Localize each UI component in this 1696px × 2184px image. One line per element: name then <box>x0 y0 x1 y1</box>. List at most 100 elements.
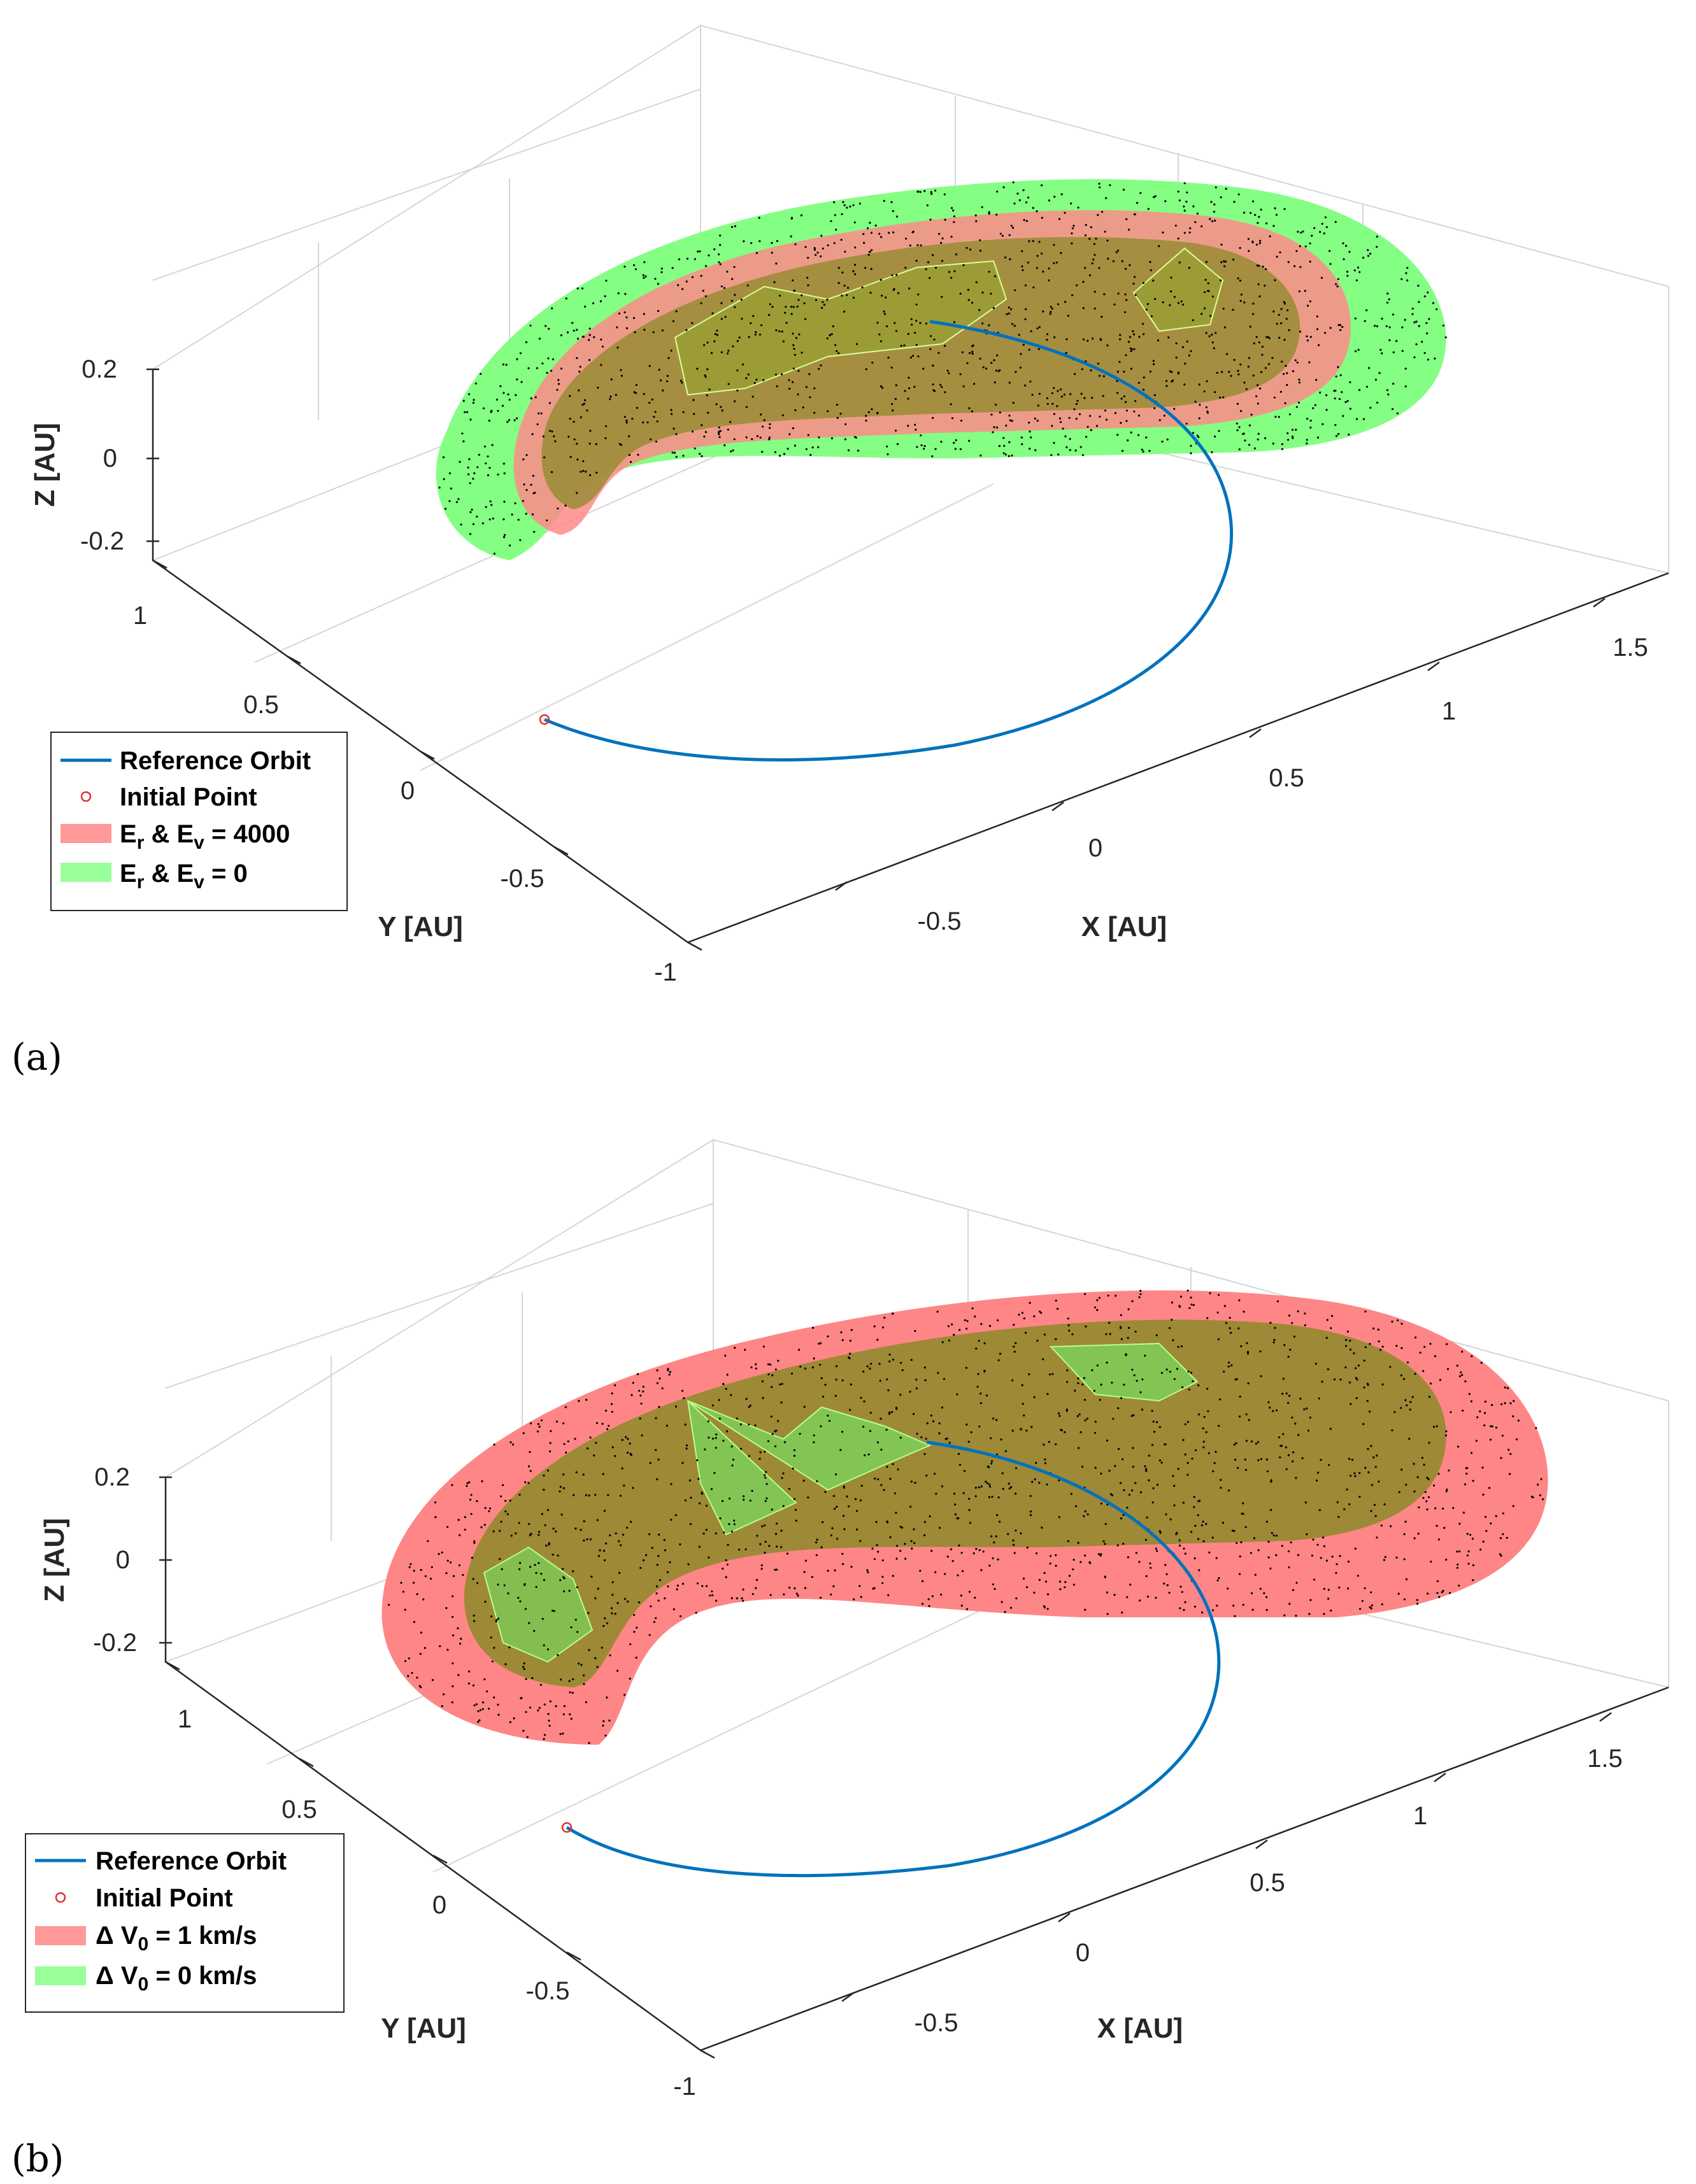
scatter-point <box>1243 301 1246 304</box>
scatter-point <box>701 424 703 427</box>
scatter-point <box>1309 420 1312 422</box>
scatter-point <box>704 265 708 267</box>
scatter-point <box>1154 297 1157 301</box>
scatter-point <box>594 1494 597 1496</box>
scatter-point <box>804 1559 807 1562</box>
scatter-point <box>527 1465 531 1468</box>
scatter-point <box>1238 1415 1241 1418</box>
scatter-point <box>875 1521 878 1523</box>
scatter-point <box>732 1458 735 1461</box>
scatter-point <box>1124 293 1127 295</box>
scatter-point <box>404 1660 407 1663</box>
scatter-point <box>1093 1389 1095 1392</box>
scatter-point <box>693 413 695 415</box>
scatter-point <box>846 294 848 296</box>
scatter-point <box>734 400 736 402</box>
ytick: 0.5 <box>243 691 279 719</box>
scatter-point <box>1334 221 1337 223</box>
scatter-point <box>1220 196 1222 199</box>
scatter-point <box>604 1409 608 1412</box>
scatter-point <box>1109 184 1111 187</box>
scatter-point <box>593 1454 595 1457</box>
scatter-point <box>813 246 816 250</box>
scatter-point <box>1130 431 1132 434</box>
scatter-point <box>995 1535 997 1538</box>
scatter-point <box>681 1582 685 1585</box>
scatter-point <box>1304 245 1307 248</box>
scatter-point <box>1117 1407 1120 1410</box>
scatter-point <box>1411 1396 1414 1398</box>
scatter-point <box>1220 1487 1222 1489</box>
scatter-point <box>1152 360 1155 362</box>
scatter-point <box>1173 1484 1176 1487</box>
scatter-point <box>525 1711 527 1713</box>
scatter-point <box>1322 1536 1325 1539</box>
scatter-point <box>1003 444 1006 447</box>
scatter-point <box>675 455 678 458</box>
scatter-point <box>1006 313 1008 315</box>
scatter-point <box>446 1649 449 1651</box>
scatter-point <box>1348 433 1350 436</box>
scatter-point <box>1151 1443 1153 1446</box>
scatter-point <box>816 1480 818 1482</box>
scatter-point <box>1370 1607 1372 1610</box>
scatter-point <box>1000 1438 1002 1441</box>
scatter-point <box>1308 1613 1311 1615</box>
scatter-point <box>472 1684 475 1687</box>
scatter-point <box>783 1441 786 1443</box>
scatter-point <box>629 1677 631 1680</box>
scatter-point <box>584 399 587 402</box>
scatter-point <box>1413 1463 1415 1465</box>
scatter-point <box>1502 1512 1504 1515</box>
scatter-point <box>715 1532 717 1535</box>
ytick: 0.5 <box>281 1796 317 1824</box>
scatter-point <box>509 1721 512 1724</box>
scatter-point <box>461 432 464 435</box>
scatter-point <box>576 337 580 340</box>
scatter-point <box>1151 1501 1154 1504</box>
scatter-point <box>698 1502 701 1505</box>
scatter-point <box>1165 379 1168 383</box>
scatter-point <box>569 395 571 397</box>
scatter-point <box>849 1352 852 1355</box>
scatter-point <box>723 444 726 446</box>
scatter-point <box>1257 222 1259 224</box>
scatter-point <box>764 1474 766 1477</box>
scatter-point <box>971 301 974 304</box>
scatter-point <box>1041 1526 1043 1529</box>
scatter-point <box>506 1513 509 1515</box>
scatter-point <box>704 1448 706 1450</box>
scatter-point <box>843 285 846 287</box>
scatter-point <box>1337 324 1340 327</box>
scatter-point <box>1064 1586 1066 1589</box>
scatter-point <box>1020 353 1022 355</box>
scatter-point <box>1247 365 1250 368</box>
scatter-point <box>792 367 795 370</box>
scatter-point <box>1002 1487 1004 1490</box>
scatter-point <box>1379 1349 1382 1351</box>
scatter-point <box>1512 1415 1514 1417</box>
scatter-point <box>966 362 969 364</box>
scatter-point <box>770 1415 773 1418</box>
scatter-point <box>807 434 809 436</box>
scatter-point <box>788 433 791 436</box>
scatter-point <box>1252 374 1255 377</box>
scatter-point <box>1048 1373 1051 1376</box>
scatter-point <box>1406 1361 1409 1364</box>
scatter-point <box>1025 308 1027 311</box>
scatter-point <box>755 331 757 334</box>
scatter-point <box>564 504 567 507</box>
scatter-point <box>691 276 694 278</box>
scatter-point <box>1467 1563 1470 1565</box>
scatter-point <box>1325 1559 1328 1562</box>
scatter-point <box>983 1342 986 1345</box>
scatter-point <box>516 378 518 381</box>
scatter-point <box>1046 397 1048 400</box>
scatter-point <box>495 1620 497 1622</box>
scatter-point <box>1208 290 1210 292</box>
scatter-point <box>1106 1613 1109 1615</box>
scatter-point <box>1015 1597 1018 1599</box>
scatter-point <box>1269 1407 1271 1409</box>
scatter-point <box>1046 1608 1049 1610</box>
scatter-point <box>694 447 696 450</box>
